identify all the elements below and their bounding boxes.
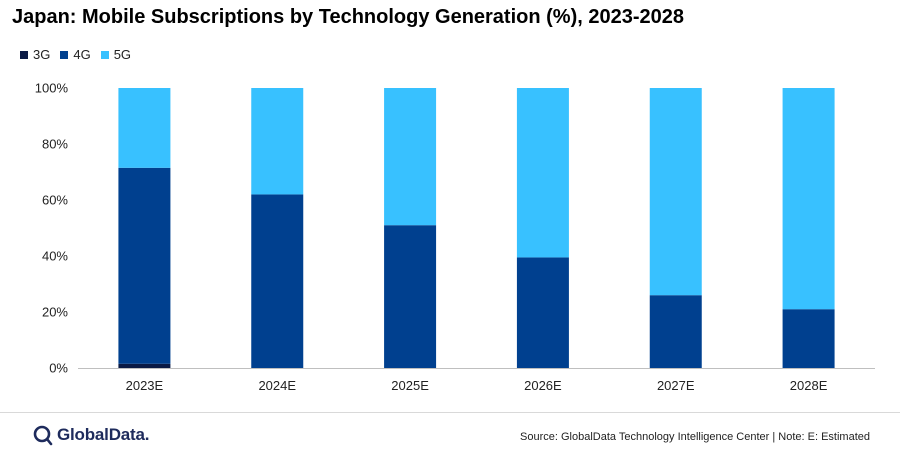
x-tick-label: 2024E (258, 378, 296, 393)
bar-4g-2024e (251, 194, 304, 368)
bar-5g-2025e (384, 88, 437, 226)
bar-5g-2028e (782, 88, 835, 310)
y-tick-label: 0% (49, 361, 68, 376)
bar-5g-2026e (516, 88, 569, 258)
legend-item-5g: 5G (100, 47, 132, 62)
bar-3g-2023e (118, 363, 171, 368)
y-tick-label: 80% (42, 137, 68, 152)
x-tick-label: 2026E (524, 378, 562, 393)
x-tick-label: 2028E (790, 378, 828, 393)
legend-swatch-3g (20, 50, 28, 59)
globaldata-logo-icon (33, 425, 53, 446)
bar-5g-2023e (118, 88, 171, 168)
bar-4g-2025e (384, 225, 437, 368)
bar-4g-2023e (118, 167, 171, 364)
x-tick-label: 2027E (657, 378, 695, 393)
source-note: Source: GlobalData Technology Intelligen… (520, 431, 870, 443)
logo-text: GlobalData. (57, 425, 150, 444)
bar-5g-2027e (649, 88, 702, 296)
y-tick-label: 40% (42, 249, 68, 264)
legend-label-3g: 3G (33, 47, 51, 62)
y-tick-label: 100% (35, 81, 69, 96)
legend-swatch-4g (60, 50, 69, 59)
legend-label-4g: 4G (73, 47, 91, 62)
legend-swatch-5g (100, 50, 109, 59)
x-tick-label: 2025E (391, 378, 429, 393)
bar-4g-2028e (782, 309, 835, 368)
chart-title: Japan: Mobile Subscriptions by Technolog… (12, 6, 685, 28)
legend-item-4g: 4G (60, 47, 91, 62)
y-tick-label: 20% (42, 305, 68, 320)
legend-label-5g: 5G (113, 47, 132, 62)
legend-item-3g: 3G (20, 47, 50, 62)
bar-4g-2026e (516, 257, 569, 368)
stacked-bar-chart: 0% 20% 40% 60% 80% 100% 2023E 2024E 2025E 2026E 20… (35, 81, 875, 393)
globaldata-logo: GlobalData. (32, 424, 149, 446)
bar-5g-2024e (251, 88, 304, 195)
legend: 3G 4G 5G (20, 47, 131, 62)
y-tick-label: 60% (42, 193, 68, 208)
footer-divider (0, 412, 900, 413)
x-tick-label: 2023E (126, 378, 164, 393)
bar-4g-2027e (649, 295, 702, 368)
